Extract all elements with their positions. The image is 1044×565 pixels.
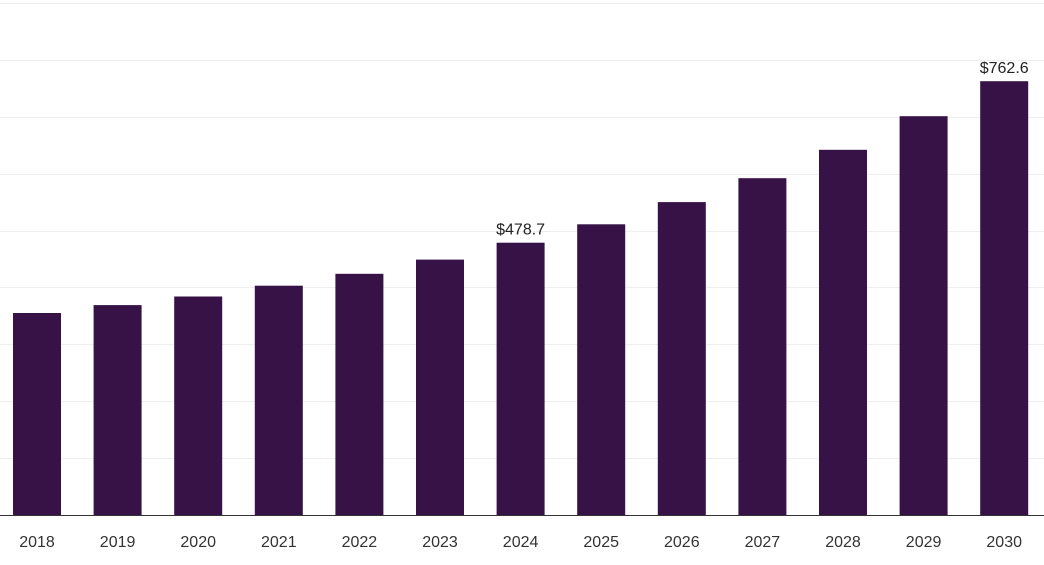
x-tick-labels: 2018 2019 2020 2021 2022 2023 2024 2025 2026 2027…: [19, 534, 1022, 551]
x-tick-label-2024: 2024: [503, 534, 539, 551]
bar-2026: [657, 202, 706, 515]
x-tick-label-2022: 2022: [342, 534, 378, 551]
x-tick-label-2027: 2027: [745, 534, 781, 551]
bar-2023: [416, 259, 464, 515]
bar-2028: [819, 149, 867, 516]
x-tick-label-2028: 2028: [825, 534, 861, 551]
bars: [13, 81, 1029, 516]
x-tick-label-2026: 2026: [664, 534, 700, 551]
x-tick-label-2021: 2021: [261, 534, 297, 551]
data-labels: $478.7 $762.6: [496, 60, 1029, 239]
data-label-2030: $762.6: [980, 60, 1029, 77]
bar-2020: [174, 296, 223, 515]
x-tick-label-2018: 2018: [19, 534, 55, 551]
x-tick-label-2019: 2019: [100, 534, 136, 551]
bar-2021: [254, 285, 303, 515]
bar-2018: [13, 313, 61, 515]
bar-2030: [980, 81, 1029, 515]
x-tick-label-2023: 2023: [422, 534, 458, 551]
bar-2029: [899, 116, 948, 515]
bar-2022: [335, 273, 384, 515]
bar-2019: [93, 305, 142, 515]
x-tick-label-2025: 2025: [583, 534, 619, 551]
gridlines: [0, 3, 1044, 459]
x-tick-label-2030: 2030: [986, 534, 1022, 551]
bar-2025: [577, 224, 626, 516]
bar-2027: [738, 178, 787, 515]
x-tick-label-2020: 2020: [180, 534, 216, 551]
x-tick-label-2029: 2029: [906, 534, 942, 551]
data-label-2024: $478.7: [496, 222, 545, 239]
bar-2024: [496, 242, 545, 515]
